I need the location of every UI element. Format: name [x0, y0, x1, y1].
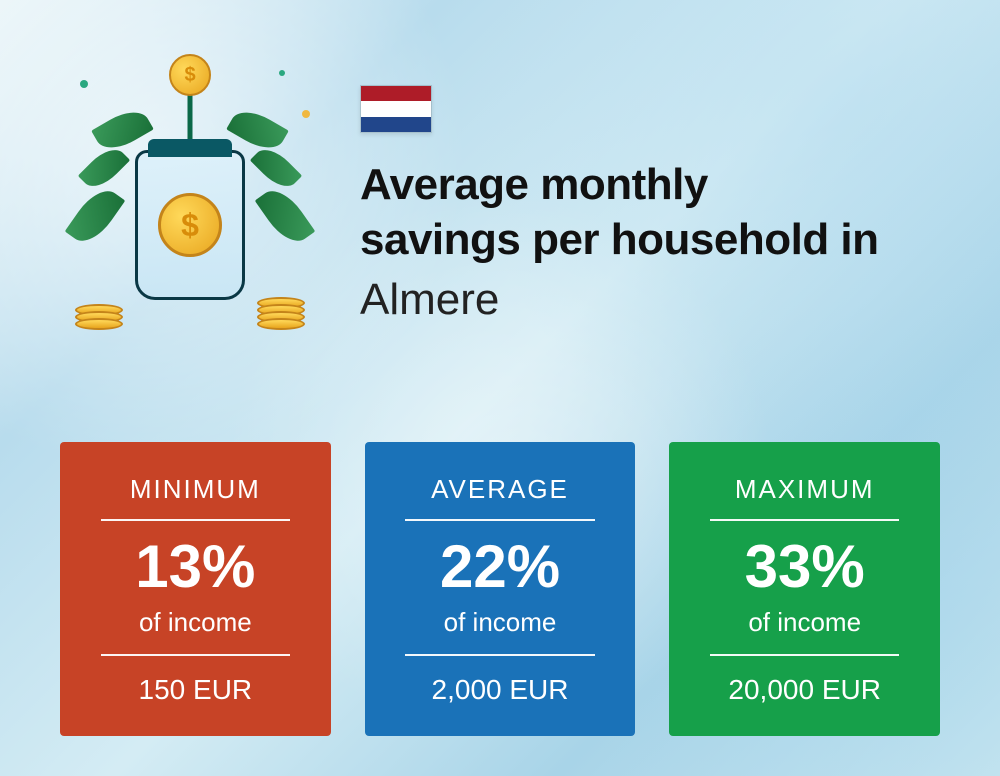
leaf-icon: [91, 103, 154, 156]
stat-amount: 150 EUR: [139, 674, 253, 706]
coin-icon: $: [158, 193, 222, 257]
savings-jar-illustration: $ $: [60, 60, 320, 340]
stat-label: MINIMUM: [101, 474, 290, 521]
sparkle-icon: [80, 80, 88, 88]
leaf-icon: [78, 142, 130, 194]
coin-stack-icon: [257, 302, 305, 330]
stat-percent: 33%: [745, 537, 865, 597]
stat-label: MAXIMUM: [710, 474, 899, 521]
stat-subtitle: of income: [101, 607, 290, 656]
sparkle-icon: [279, 70, 285, 76]
sparkle-icon: [302, 110, 310, 118]
leaf-icon: [250, 142, 302, 194]
flag-stripe-white: [361, 101, 431, 116]
coin-stack-icon: [75, 309, 123, 330]
stat-card-minimum: MINIMUM 13% of income 150 EUR: [60, 442, 331, 736]
leaf-icon: [255, 182, 316, 250]
stat-cards-row: MINIMUM 13% of income 150 EUR AVERAGE 22…: [60, 442, 940, 736]
title-block: Average monthly savings per household in…: [360, 60, 879, 328]
netherlands-flag-icon: [360, 85, 432, 133]
header-row: $ $ Average monthly savings per househol…: [60, 60, 940, 340]
stat-amount: 2,000 EUR: [432, 674, 569, 706]
stat-card-maximum: MAXIMUM 33% of income 20,000 EUR: [669, 442, 940, 736]
infographic-container: $ $ Average monthly savings per househol…: [0, 0, 1000, 776]
stat-subtitle: of income: [405, 607, 594, 656]
stat-subtitle: of income: [710, 607, 899, 656]
leaf-icon: [65, 182, 126, 250]
city-name: Almere: [360, 271, 879, 328]
flag-stripe-red: [361, 86, 431, 101]
leaf-icon: [226, 103, 289, 156]
jar-icon: $: [135, 150, 245, 300]
stat-card-average: AVERAGE 22% of income 2,000 EUR: [365, 442, 636, 736]
heading-line: savings per household in: [360, 212, 879, 267]
flag-stripe-blue: [361, 117, 431, 132]
stat-amount: 20,000 EUR: [728, 674, 881, 706]
stat-percent: 22%: [440, 537, 560, 597]
coin-icon: $: [169, 54, 211, 96]
stat-percent: 13%: [135, 537, 255, 597]
heading-line: Average monthly: [360, 157, 879, 212]
stat-label: AVERAGE: [405, 474, 594, 521]
